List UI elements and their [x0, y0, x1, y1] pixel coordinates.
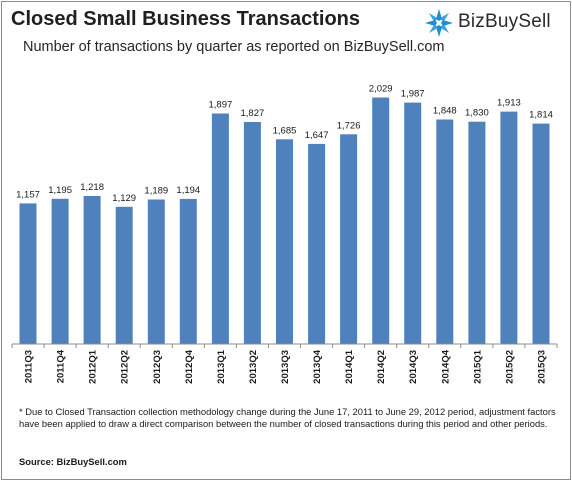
x-tick-label-2015Q3: 2015Q3 — [537, 350, 548, 384]
value-label-2011Q4: 1,195 — [48, 185, 72, 196]
bar-2015Q1 — [468, 121, 486, 344]
source-note: Source: BizBuySell.com — [19, 456, 127, 467]
value-label-2012Q1: 1,218 — [80, 182, 104, 193]
value-label-2015Q2: 1,913 — [497, 98, 521, 109]
x-tick-label-2011Q3: 2011Q3 — [24, 350, 35, 383]
value-labels-group: 1,157 1,195 1,218 1,129 1,189 1,194 1,897 1,827… — [16, 84, 553, 204]
logo-wordmark: BizBuySell — [458, 11, 551, 32]
bars-group — [19, 97, 550, 344]
bar-2013Q4 — [308, 143, 326, 344]
x-tick-label-2015Q1: 2015Q1 — [472, 349, 483, 384]
footnote: * Due to Closed Transaction collection m… — [19, 406, 556, 429]
x-tick-label-2012Q2: 2012Q2 — [120, 350, 131, 384]
bar-2012Q3 — [147, 199, 165, 344]
value-label-2011Q3: 1,157 — [16, 189, 40, 200]
x-ticks-group — [11, 344, 558, 348]
x-tick-label-2012Q3: 2012Q3 — [152, 350, 163, 384]
x-tick-labels-group: 2011Q3 2011Q4 2012Q1 2012Q2 2012Q3 2012Q4 2013… — [24, 349, 548, 384]
bar-2014Q4 — [436, 119, 454, 344]
bar-2012Q1 — [83, 196, 101, 344]
value-label-2014Q3: 1,987 — [401, 89, 425, 100]
bizbuysell-star-logo-icon — [425, 9, 453, 37]
x-tick-label-2013Q4: 2013Q4 — [312, 349, 323, 384]
bar-2014Q3 — [404, 102, 422, 344]
x-tick-label-2014Q1: 2014Q1 — [344, 349, 355, 384]
value-label-2015Q3: 1,814 — [529, 110, 553, 121]
value-label-2014Q2: 2,029 — [369, 84, 393, 95]
x-tick-label-2013Q2: 2013Q2 — [248, 350, 259, 384]
x-tick-label-2014Q3: 2014Q3 — [408, 350, 419, 384]
x-tick-label-2014Q4: 2014Q4 — [440, 349, 451, 384]
value-label-2013Q1: 1,897 — [209, 100, 233, 111]
value-label-2012Q2: 1,129 — [112, 193, 136, 204]
bar-2013Q2 — [243, 122, 261, 344]
value-label-2012Q3: 1,189 — [144, 186, 168, 197]
x-tick-label-2011Q4: 2011Q4 — [56, 349, 67, 383]
bar-2015Q2 — [500, 111, 518, 344]
value-label-2012Q4: 1,194 — [176, 185, 200, 196]
x-tick-label-2012Q1: 2012Q1 — [88, 349, 99, 384]
bar-2015Q3 — [532, 123, 550, 344]
x-tick-label-2014Q2: 2014Q2 — [376, 350, 387, 384]
bar-2014Q1 — [340, 134, 358, 344]
x-tick-label-2013Q1: 2013Q1 — [216, 349, 227, 384]
bar-2011Q3 — [19, 203, 37, 344]
x-tick-label-2012Q4: 2012Q4 — [184, 349, 195, 384]
bar-2013Q3 — [276, 139, 293, 344]
bar-2014Q2 — [372, 97, 390, 344]
value-label-2014Q1: 1,726 — [337, 120, 361, 131]
value-label-2013Q3: 1,685 — [273, 125, 297, 136]
bar-2012Q2 — [115, 206, 133, 344]
bar-2013Q1 — [211, 113, 229, 344]
value-label-2015Q1: 1,830 — [465, 108, 489, 119]
bar-2012Q4 — [179, 198, 197, 344]
value-label-2013Q2: 1,827 — [241, 108, 265, 119]
chart-title: Closed Small Business Transactions — [11, 8, 361, 30]
x-tick-label-2013Q3: 2013Q3 — [280, 350, 291, 384]
x-tick-label-2015Q2: 2015Q2 — [504, 350, 515, 384]
bar-2011Q4 — [51, 198, 69, 344]
value-label-2013Q4: 1,647 — [305, 130, 329, 141]
bizbuysell-logo: BizBuySell — [424, 8, 564, 38]
chart-subtitle: Number of transactions by quarter as rep… — [23, 39, 445, 55]
value-label-2014Q4: 1,848 — [433, 106, 457, 117]
